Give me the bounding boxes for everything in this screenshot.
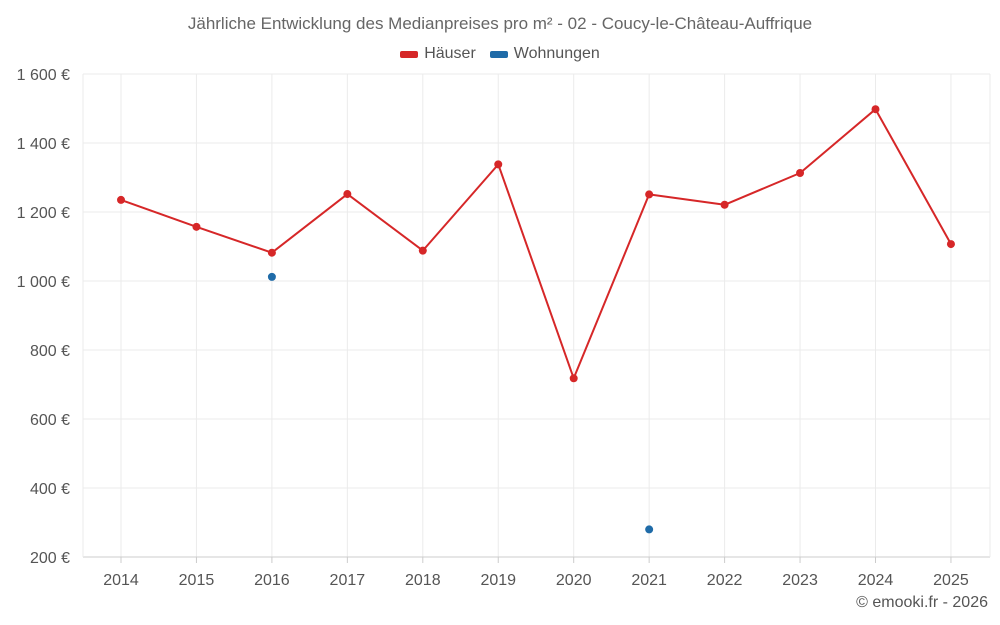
data-point-haeuser[interactable] [871, 105, 880, 114]
x-tick-label: 2024 [858, 572, 894, 589]
grid-layer [83, 73, 990, 557]
chart-legend: Häuser Wohnungen [0, 45, 1000, 63]
legend-item-wohnungen[interactable]: Wohnungen [489, 45, 600, 63]
y-tick-label: 1 000 € [17, 274, 70, 291]
x-tick-label: 2014 [103, 572, 139, 589]
y-tick-label: 1 200 € [17, 205, 70, 222]
copyright-text: © emooki.fr - 2026 [856, 594, 988, 611]
data-point-haeuser[interactable] [494, 160, 503, 169]
legend-label-haeuser: Häuser [424, 45, 476, 62]
y-tick-label: 400 € [30, 481, 70, 498]
series-line-haeuser [120, 108, 952, 380]
x-tick-label: 2016 [254, 572, 290, 589]
y-tick-label: 800 € [30, 343, 70, 360]
data-point-wohnungen[interactable] [645, 525, 654, 534]
data-point-haeuser[interactable] [192, 222, 201, 231]
x-tick-label: 2019 [480, 572, 516, 589]
data-point-haeuser[interactable] [645, 190, 654, 199]
y-tick-label: 600 € [30, 412, 70, 429]
legend-item-haeuser[interactable]: Häuser [400, 45, 476, 63]
data-point-haeuser[interactable] [720, 200, 729, 209]
data-point-haeuser[interactable] [796, 169, 805, 178]
chart-title: Jährliche Entwicklung des Medianpreises … [187, 14, 813, 33]
series-layer [117, 105, 955, 534]
x-tick-label: 2022 [707, 572, 743, 589]
y-tick-label: 200 € [30, 550, 70, 567]
data-point-wohnungen[interactable] [267, 272, 276, 281]
x-tick-label: 2020 [556, 572, 592, 589]
legend-swatch-haeuser [400, 50, 419, 58]
data-point-haeuser[interactable] [267, 248, 276, 257]
data-point-haeuser[interactable] [946, 240, 955, 249]
data-point-haeuser[interactable] [418, 246, 427, 255]
legend-label-wohnungen: Wohnungen [513, 45, 600, 62]
x-tick-label: 2023 [782, 572, 818, 589]
y-tick-label: 1 600 € [17, 67, 70, 84]
legend-swatch-wohnungen [489, 50, 508, 58]
data-point-haeuser[interactable] [117, 195, 125, 204]
x-tick-label: 2025 [933, 572, 969, 589]
x-tick-label: 2017 [330, 572, 366, 589]
x-tick-label: 2018 [405, 572, 441, 589]
data-point-haeuser[interactable] [343, 190, 352, 199]
x-tick-label: 2015 [179, 572, 215, 589]
y-tick-label: 1 400 € [17, 136, 70, 153]
x-tick-label: 2021 [631, 572, 667, 589]
axis-layer: 200 € 400 € 600 € 800 € 1 000 € 1 200 € 1 400 … [17, 67, 991, 589]
data-point-haeuser[interactable] [569, 374, 578, 383]
